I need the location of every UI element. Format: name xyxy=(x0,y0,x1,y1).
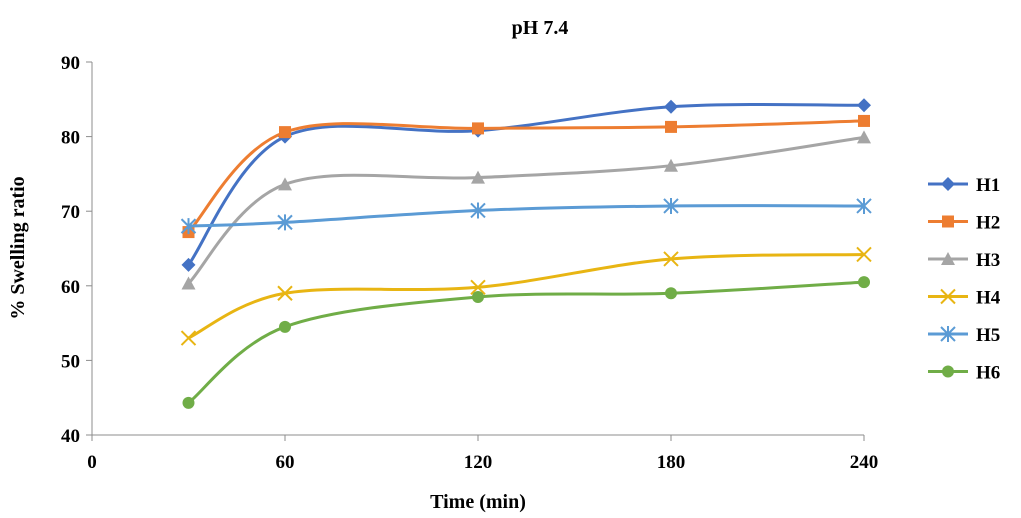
legend-label-h2: H2 xyxy=(976,213,1000,234)
data-point-h5 xyxy=(277,214,293,231)
chart-title: pH 7.4 xyxy=(512,17,569,39)
x-tick-label: 240 xyxy=(850,452,879,473)
x-tick-label: 180 xyxy=(657,452,686,473)
data-point-h1 xyxy=(857,98,871,113)
data-point-h6 xyxy=(665,287,677,300)
data-point-h4 xyxy=(277,285,293,301)
data-point-h2 xyxy=(472,122,484,135)
data-point-h4 xyxy=(663,251,679,267)
data-point-h5 xyxy=(180,218,197,235)
data-point-h3 xyxy=(181,276,196,290)
legend-item-h5: H5 xyxy=(928,325,1000,346)
series-h6 xyxy=(182,276,870,409)
data-point-h6 xyxy=(182,396,195,409)
legend-marker-h1 xyxy=(941,177,955,191)
x-tick-label: 60 xyxy=(276,452,295,473)
legend-item-h2: H2 xyxy=(928,213,1000,234)
y-tick-label: 90 xyxy=(61,53,80,74)
plot-area xyxy=(180,98,872,409)
data-point-h3 xyxy=(278,177,292,191)
data-point-h6 xyxy=(279,320,291,333)
legend-label-h5: H5 xyxy=(976,325,1000,346)
data-point-h5 xyxy=(663,197,679,214)
y-axis-title: % Swelling ratio xyxy=(7,176,29,319)
series-h3 xyxy=(181,130,871,290)
y-tick-label: 50 xyxy=(61,351,80,372)
legend-label-h3: H3 xyxy=(976,250,1000,271)
y-tick-label: 80 xyxy=(61,128,80,149)
y-tick-label: 70 xyxy=(61,202,80,223)
legend-item-h4: H4 xyxy=(928,288,1001,309)
x-tick-label: 0 xyxy=(87,452,97,473)
data-point-h4 xyxy=(856,246,872,263)
data-point-h2 xyxy=(665,120,677,133)
series-line-h5 xyxy=(188,204,865,228)
axes: 40 50 60 70 80 90 0 60 120 180 240 xyxy=(61,53,878,473)
data-point-h3 xyxy=(664,158,678,172)
legend-marker-h4 xyxy=(940,288,956,305)
data-point-h4 xyxy=(180,330,197,346)
data-point-h6 xyxy=(858,276,870,289)
series-line-h3 xyxy=(187,135,865,285)
legend-marker-h6 xyxy=(942,365,954,378)
data-point-h3 xyxy=(857,130,871,144)
data-point-h1 xyxy=(664,99,678,114)
legend-marker-h2 xyxy=(942,215,954,228)
legend: H1 H2 H3 H4 H5 H6 xyxy=(928,175,1001,384)
data-point-h1 xyxy=(181,257,196,272)
legend-item-h1: H1 xyxy=(928,175,1000,196)
series-line-h6 xyxy=(187,280,865,405)
legend-item-h3: H3 xyxy=(928,250,1000,271)
data-point-h5 xyxy=(470,202,486,219)
series-h4 xyxy=(180,246,872,346)
data-point-h2 xyxy=(279,126,291,139)
y-tick-label: 60 xyxy=(61,277,80,298)
data-point-h2 xyxy=(858,114,870,127)
legend-label-h1: H1 xyxy=(976,175,1000,196)
x-axis-title: Time (min) xyxy=(430,491,526,513)
legend-marker-h5 xyxy=(940,326,956,342)
data-point-h5 xyxy=(856,197,872,214)
data-point-h3 xyxy=(471,170,485,184)
legend-marker-h3 xyxy=(941,252,955,265)
series-line-h4 xyxy=(187,252,865,340)
data-point-h4 xyxy=(470,279,486,295)
legend-item-h6: H6 xyxy=(928,363,1000,384)
series-h5 xyxy=(180,197,872,235)
x-tick-label: 120 xyxy=(464,452,493,473)
data-point-h6 xyxy=(472,290,484,303)
legend-label-h6: H6 xyxy=(976,363,1000,384)
y-tick-label: 40 xyxy=(61,426,80,447)
legend-label-h4: H4 xyxy=(976,288,1001,309)
